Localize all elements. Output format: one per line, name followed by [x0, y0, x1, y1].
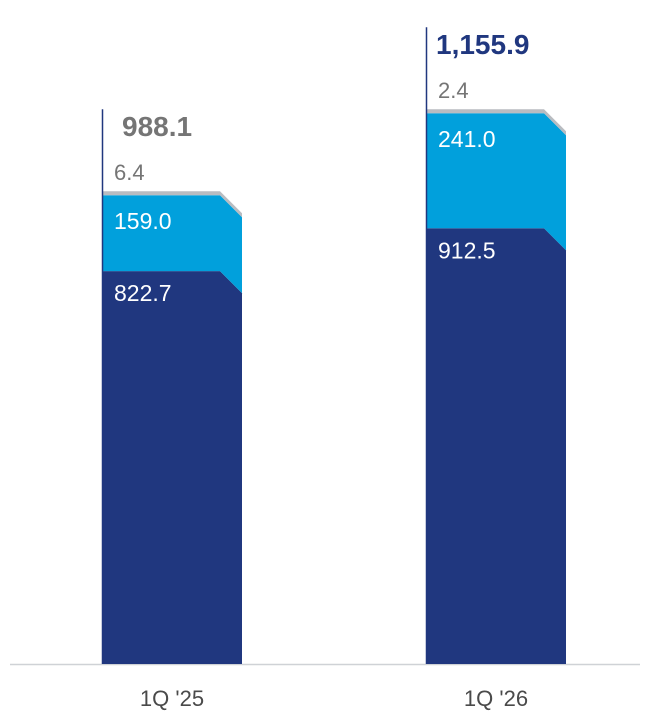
bar-segment-0-2 — [102, 191, 242, 218]
segment-label-1-0: 912.5 — [438, 237, 496, 263]
segment-label-0-0: 822.7 — [114, 280, 172, 306]
segment-label-0-1: 159.0 — [114, 208, 172, 234]
bar-segment-1-0 — [426, 228, 566, 664]
bar-segment-0-0 — [102, 271, 242, 664]
total-label-0: 988.1 — [122, 111, 192, 142]
total-label-1: 1,155.9 — [436, 29, 529, 60]
segment-label-1-1: 241.0 — [438, 126, 496, 152]
x-tick-label-1: 1Q '26 — [464, 686, 528, 711]
bar-segment-0-1 — [102, 195, 242, 294]
x-tick-label-0: 1Q '25 — [140, 686, 204, 711]
bar-segment-1-1 — [426, 113, 566, 251]
segment-label-1-2: 2.4 — [438, 78, 469, 103]
bar-segment-1-2 — [426, 109, 566, 136]
segment-label-0-2: 6.4 — [114, 160, 145, 185]
